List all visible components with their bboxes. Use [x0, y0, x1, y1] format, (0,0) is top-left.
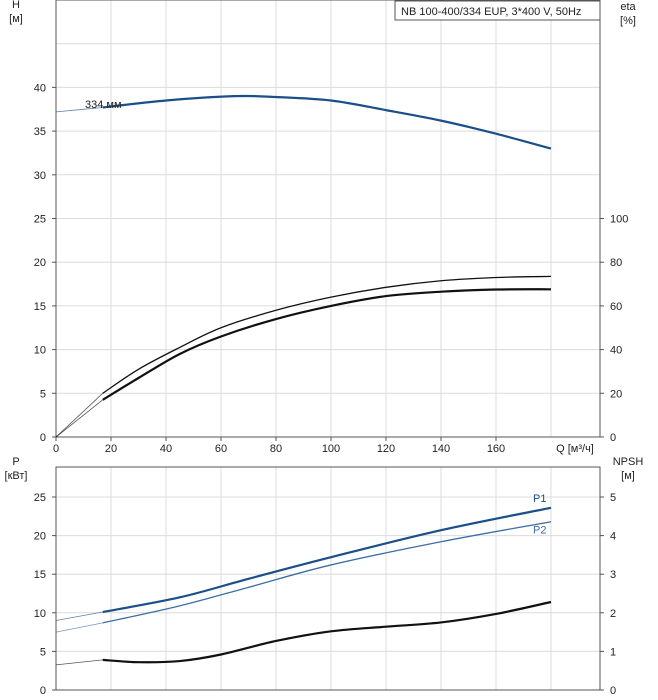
curve-extension	[55, 622, 103, 633]
y-tick-label: 15	[34, 569, 46, 581]
x-axis-label: Q [м³/ч]	[556, 443, 594, 455]
y-axis-unit: [кВт]	[5, 470, 28, 482]
plot-frame	[55, 466, 601, 691]
y-tick-label: 40	[34, 82, 46, 94]
x-tick-label: 100	[322, 443, 340, 455]
y2-tick-label: 4	[610, 531, 616, 543]
series-label: P1	[533, 493, 546, 505]
y2-tick-label: 2	[610, 608, 616, 620]
curve-extension	[55, 399, 103, 438]
y2-tick-label: 60	[610, 301, 622, 313]
title-box	[394, 0, 601, 21]
y2-tick-label: 40	[610, 345, 622, 357]
y2-tick-label: 3	[610, 569, 616, 581]
y-tick-label: 10	[34, 345, 46, 357]
y2-axis-label: eta	[620, 1, 636, 13]
x-tick-label: 0	[53, 443, 59, 455]
y-tick-label: 10	[34, 608, 46, 620]
x-tick-label: 40	[160, 443, 172, 455]
y-tick-label: 5	[40, 646, 46, 658]
curve-series-1	[102, 275, 552, 394]
y-tick-label: 0	[40, 432, 46, 444]
x-tick-label: 160	[487, 443, 505, 455]
y2-tick-label: 20	[610, 388, 622, 400]
y2-axis-unit: [м]	[621, 470, 635, 482]
y-tick-label: 20	[34, 531, 46, 543]
x-tick-label: 60	[215, 443, 227, 455]
y-tick-label: 25	[34, 214, 46, 226]
y2-tick-label: 0	[610, 432, 616, 444]
y2-axis-unit: [%]	[620, 15, 636, 27]
series-label: P2	[533, 525, 546, 537]
curve-series-2	[102, 288, 552, 401]
y-tick-label: 30	[34, 170, 46, 182]
impeller-diameter-label: 334 мм	[85, 99, 122, 111]
curve-extension	[55, 611, 103, 621]
curve-extension	[55, 393, 104, 438]
curve-P1	[102, 506, 552, 614]
y2-tick-label: 80	[610, 257, 622, 269]
curve-extension	[55, 107, 103, 113]
y2-tick-label: 1	[610, 646, 616, 658]
y2-tick-label: 5	[610, 492, 616, 504]
curve-series-0	[102, 94, 552, 150]
y-axis-unit: [м]	[9, 13, 23, 25]
y-tick-label: 20	[34, 257, 46, 269]
y-tick-label: 35	[34, 126, 46, 138]
x-tick-label: 140	[432, 443, 450, 455]
y-tick-label: 15	[34, 301, 46, 313]
y-axis-label: P	[12, 456, 19, 468]
x-tick-label: 80	[270, 443, 282, 455]
curve-series-2	[102, 600, 552, 664]
y2-tick-label: 0	[610, 685, 616, 697]
x-tick-label: 20	[105, 443, 117, 455]
y-tick-label: 25	[34, 492, 46, 504]
y2-axis-label: NPSH	[613, 456, 644, 468]
curve-extension	[55, 659, 103, 666]
curve-P2	[102, 521, 552, 624]
y-axis-label: H	[12, 0, 20, 11]
x-tick-label: 120	[377, 443, 395, 455]
y2-tick-label: 100	[610, 214, 628, 226]
y-tick-label: 5	[40, 388, 46, 400]
chart-title: NB 100-400/334 EUP, 3*400 V, 50Hz	[401, 6, 581, 18]
y-tick-label: 0	[40, 685, 46, 697]
